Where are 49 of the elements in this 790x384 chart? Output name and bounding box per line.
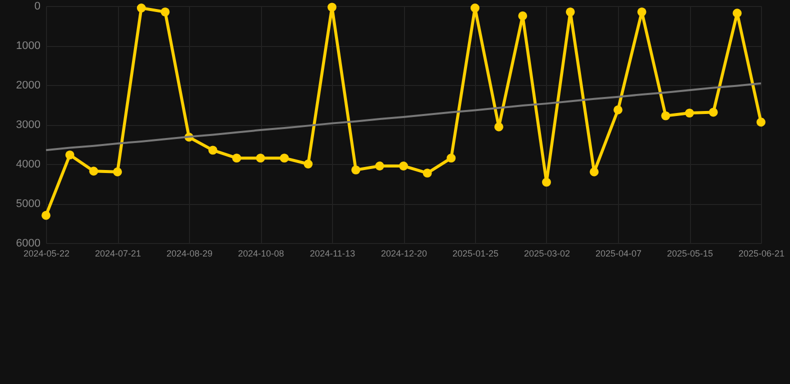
point bbox=[304, 160, 313, 168]
point bbox=[661, 111, 670, 120]
point bbox=[637, 7, 646, 16]
point bbox=[328, 2, 336, 12]
x-tick-label: 2025-05-15 bbox=[666, 248, 714, 258]
point bbox=[732, 8, 742, 18]
point bbox=[65, 150, 74, 160]
point bbox=[208, 146, 218, 155]
point bbox=[708, 108, 718, 117]
point bbox=[494, 122, 504, 132]
x-tick-label: 2025-06-21 bbox=[738, 248, 785, 258]
point bbox=[42, 210, 50, 220]
y-tick-label: 4000 bbox=[16, 158, 40, 170]
x-tick-label: 2024-12-20 bbox=[380, 248, 428, 258]
x-tick-label: 2024-10-08 bbox=[238, 248, 284, 258]
point bbox=[446, 154, 456, 163]
point bbox=[375, 162, 384, 170]
point bbox=[113, 167, 122, 176]
point bbox=[399, 162, 408, 170]
line-series bbox=[45, 82, 762, 152]
point bbox=[518, 11, 528, 20]
point bbox=[136, 4, 146, 12]
y-tick-label: 5000 bbox=[16, 198, 40, 210]
point bbox=[756, 118, 766, 127]
y-tick-label: 1000 bbox=[16, 40, 40, 52]
point bbox=[566, 7, 575, 16]
x-tick-label: 2025-03-02 bbox=[524, 248, 570, 258]
point bbox=[351, 165, 360, 174]
y-tick-label: 3000 bbox=[16, 119, 40, 131]
point bbox=[160, 7, 170, 16]
x-tick-label: 2024-08-29 bbox=[166, 248, 213, 258]
x-tick-label: 2024-11-13 bbox=[310, 248, 356, 258]
point bbox=[280, 154, 289, 163]
y-tick-label: 0 bbox=[34, 0, 40, 12]
point bbox=[89, 166, 98, 176]
y-tick-label: 6000 bbox=[16, 238, 40, 250]
point bbox=[614, 105, 622, 114]
point bbox=[470, 4, 480, 12]
y-tick-label: 2000 bbox=[16, 80, 40, 92]
point bbox=[685, 108, 694, 118]
x-tick-label: 2025-04-07 bbox=[595, 248, 642, 258]
x-tick-label: 2024-05-22 bbox=[23, 248, 70, 258]
point bbox=[422, 168, 432, 178]
point bbox=[256, 154, 265, 163]
x-tick-label: 2024-07-21 bbox=[94, 248, 142, 258]
x-tick-label: 2025-01-25 bbox=[452, 248, 499, 258]
point bbox=[590, 167, 599, 176]
point bbox=[542, 178, 551, 187]
point bbox=[232, 154, 242, 163]
